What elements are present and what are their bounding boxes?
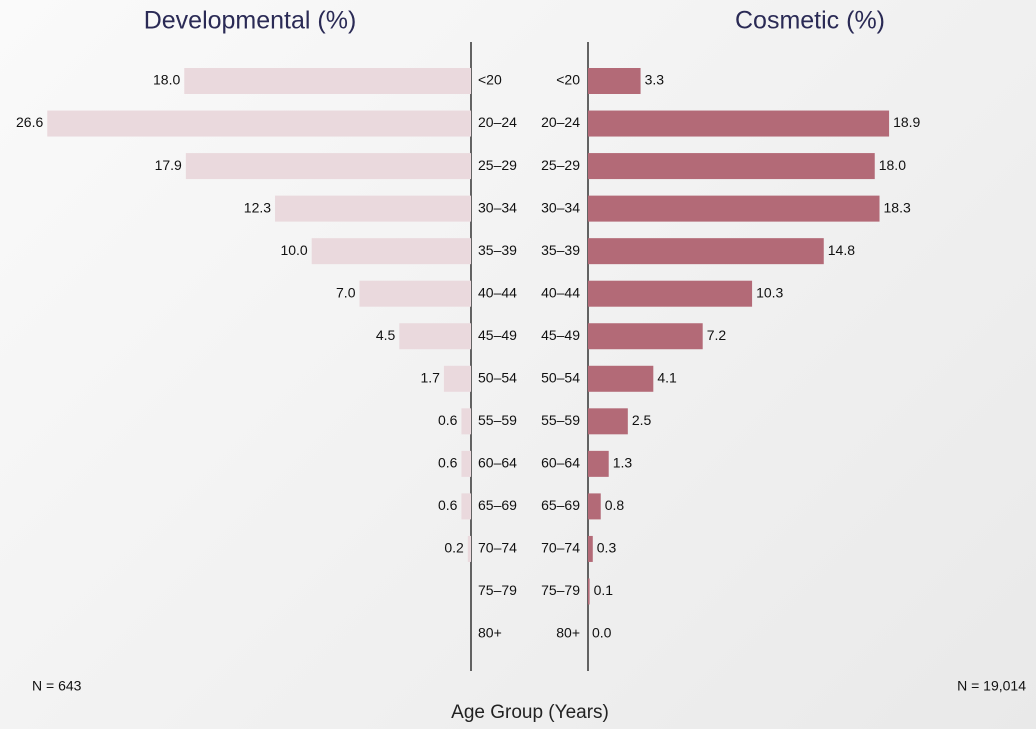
category-label: 65–69: [478, 497, 517, 513]
value-label: 0.1: [594, 582, 614, 598]
value-label: 12.3: [244, 199, 271, 215]
category-label: <20: [478, 72, 502, 88]
category-label: 75–79: [478, 582, 517, 598]
sample-size-label: N = 643: [32, 678, 82, 694]
value-label: 0.3: [597, 540, 617, 556]
bar: [588, 238, 824, 265]
bar: [399, 323, 471, 350]
category-label: 50–54: [478, 369, 517, 385]
category-label: 20–24: [541, 114, 580, 130]
value-label: 18.0: [153, 72, 180, 88]
bar: [588, 450, 609, 477]
category-label: 50–54: [541, 369, 580, 385]
category-label: 80+: [478, 625, 502, 641]
bar: [588, 578, 590, 605]
value-label: 10.0: [280, 242, 307, 258]
value-label: 7.0: [336, 284, 356, 300]
value-label: 14.8: [828, 242, 855, 258]
bar: [443, 365, 471, 392]
category-label: 80+: [556, 625, 580, 641]
bar: [588, 110, 890, 137]
value-label: 0.2: [444, 540, 464, 556]
value-label: 0.6: [438, 455, 458, 471]
category-label: <20: [556, 72, 580, 88]
bar: [588, 535, 593, 562]
series-title: Developmental (%): [144, 7, 357, 35]
bar: [588, 195, 880, 222]
value-label: 2.5: [632, 412, 652, 428]
bar: [185, 153, 471, 180]
category-label: 45–49: [478, 327, 517, 343]
x-axis-label: Age Group (Years): [451, 702, 609, 723]
bar: [311, 238, 471, 265]
bar: [588, 68, 641, 94]
category-label: 40–44: [478, 284, 517, 300]
category-label: 40–44: [541, 284, 580, 300]
category-label: 65–69: [541, 497, 580, 513]
bar: [588, 365, 654, 392]
value-label: 1.3: [613, 455, 633, 471]
category-label: 55–59: [541, 412, 580, 428]
bar: [47, 110, 472, 137]
value-label: 18.9: [893, 114, 920, 130]
series-title: Cosmetic (%): [735, 7, 885, 35]
bar: [588, 493, 601, 520]
sample-size-label: N = 19,014: [957, 678, 1026, 694]
category-label: 30–34: [478, 199, 517, 215]
value-label: 0.6: [438, 412, 458, 428]
bar: [588, 280, 753, 307]
value-label: 4.5: [376, 327, 396, 343]
category-label: 70–74: [478, 540, 517, 556]
bar: [275, 195, 471, 222]
category-label: 30–34: [541, 199, 580, 215]
bar: [588, 323, 703, 350]
value-label: 17.9: [155, 157, 182, 173]
bar: [588, 153, 875, 180]
category-label: 35–39: [478, 242, 517, 258]
category-label: 55–59: [478, 412, 517, 428]
category-label: 25–29: [478, 157, 517, 173]
value-label: 3.3: [645, 72, 665, 88]
bar: [184, 68, 471, 94]
category-label: 60–64: [478, 455, 517, 471]
category-label: 45–49: [541, 327, 580, 343]
value-label: 18.3: [884, 199, 911, 215]
value-label: 10.3: [756, 284, 783, 300]
category-label: 20–24: [478, 114, 517, 130]
value-label: 18.0: [879, 157, 906, 173]
bar: [359, 280, 471, 307]
value-label: 26.6: [16, 114, 43, 130]
value-label: 4.1: [657, 369, 677, 385]
category-label: 75–79: [541, 582, 580, 598]
value-label: 7.2: [707, 327, 727, 343]
category-label: 25–29: [541, 157, 580, 173]
bar: [461, 450, 471, 477]
value-label: 0.8: [605, 497, 625, 513]
value-label: 0.0: [592, 625, 612, 641]
value-label: 1.7: [420, 369, 440, 385]
bar: [461, 493, 471, 520]
bar: [467, 535, 471, 562]
bar: [588, 408, 628, 435]
bar: [461, 408, 471, 435]
category-label: 70–74: [541, 540, 580, 556]
category-label: 60–64: [541, 455, 580, 471]
value-label: 0.6: [438, 497, 458, 513]
category-label: 35–39: [541, 242, 580, 258]
